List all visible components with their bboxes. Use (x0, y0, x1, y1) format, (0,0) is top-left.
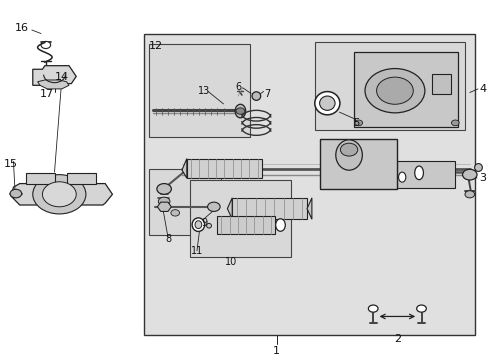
Circle shape (367, 305, 377, 312)
Polygon shape (182, 158, 186, 178)
Text: 15: 15 (4, 159, 18, 169)
Ellipse shape (474, 163, 481, 171)
Circle shape (354, 120, 362, 126)
Text: 3: 3 (478, 173, 486, 183)
Polygon shape (38, 80, 69, 89)
Text: 7: 7 (264, 89, 269, 99)
Bar (431, 74, 450, 94)
Circle shape (464, 191, 474, 198)
Bar (315, 42, 464, 130)
Bar (143, 33, 474, 336)
Text: 5: 5 (352, 118, 359, 128)
Ellipse shape (251, 92, 260, 100)
Ellipse shape (192, 218, 204, 231)
Circle shape (416, 305, 426, 312)
Text: 11: 11 (190, 247, 203, 256)
Circle shape (10, 189, 21, 198)
Bar (353, 52, 457, 127)
Text: 2: 2 (393, 334, 400, 344)
Bar (186, 158, 261, 178)
Circle shape (207, 202, 220, 211)
Text: 8: 8 (164, 234, 171, 244)
Ellipse shape (319, 96, 334, 111)
Circle shape (33, 175, 86, 214)
Circle shape (42, 182, 76, 207)
Text: 4: 4 (478, 84, 486, 94)
Ellipse shape (275, 219, 285, 231)
Text: 1: 1 (273, 346, 280, 356)
Circle shape (41, 41, 51, 49)
Polygon shape (157, 202, 171, 211)
Bar (148, 169, 221, 235)
Text: 14: 14 (55, 72, 69, 82)
Ellipse shape (335, 140, 362, 170)
Text: 12: 12 (148, 41, 163, 51)
Bar (66, 173, 95, 184)
Circle shape (158, 197, 169, 206)
Text: 17: 17 (40, 89, 54, 99)
Circle shape (157, 184, 171, 194)
Ellipse shape (195, 221, 202, 229)
Circle shape (170, 210, 179, 216)
Ellipse shape (398, 172, 405, 182)
Bar (232, 198, 306, 219)
Polygon shape (11, 184, 112, 205)
Circle shape (450, 120, 458, 126)
Bar (397, 161, 454, 188)
Circle shape (236, 108, 244, 114)
Circle shape (462, 169, 476, 180)
Text: 16: 16 (15, 23, 29, 33)
Bar (217, 216, 275, 234)
Ellipse shape (206, 224, 211, 228)
Text: 13: 13 (198, 86, 210, 96)
Bar (25, 173, 54, 184)
Ellipse shape (235, 104, 245, 118)
Ellipse shape (414, 166, 423, 180)
Bar (320, 139, 397, 189)
Text: 10: 10 (224, 257, 236, 267)
Bar (148, 44, 249, 137)
Polygon shape (306, 198, 311, 219)
Ellipse shape (314, 91, 339, 115)
Circle shape (340, 143, 357, 156)
Polygon shape (227, 198, 232, 219)
Polygon shape (33, 66, 76, 85)
Text: 6: 6 (234, 82, 241, 92)
Bar (189, 180, 290, 257)
Circle shape (364, 68, 424, 113)
Circle shape (376, 77, 412, 104)
Text: 9: 9 (202, 218, 207, 228)
